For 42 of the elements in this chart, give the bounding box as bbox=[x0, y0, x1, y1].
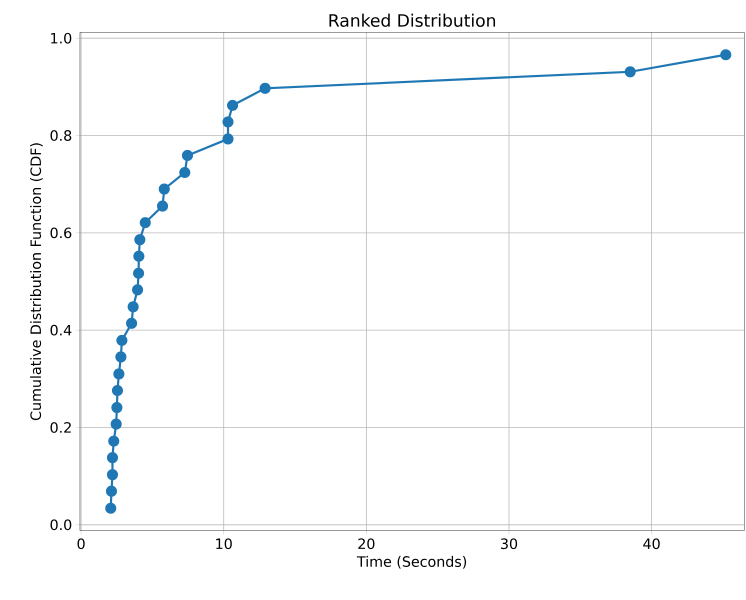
point bbox=[227, 100, 238, 112]
x-tick-label: 10 bbox=[216, 538, 232, 550]
point bbox=[108, 436, 120, 447]
point bbox=[134, 234, 146, 246]
y-tick-label: 0.8 bbox=[50, 130, 72, 142]
point bbox=[156, 200, 168, 212]
y-tick-label: 0.4 bbox=[50, 324, 72, 336]
point bbox=[111, 402, 122, 414]
point bbox=[158, 184, 170, 195]
y-axis-title: Cumulative Distribution Function (CDF) bbox=[30, 143, 43, 420]
point bbox=[112, 385, 124, 396]
point bbox=[133, 268, 144, 279]
point bbox=[126, 318, 138, 330]
point bbox=[110, 418, 122, 430]
point bbox=[179, 167, 190, 178]
point bbox=[260, 82, 271, 94]
y-tick-label: 1.0 bbox=[51, 33, 72, 44]
point bbox=[113, 368, 124, 380]
y-tick-label: 0.6 bbox=[50, 228, 72, 238]
point bbox=[128, 301, 139, 313]
x-axis-title: Time (Seconds) bbox=[356, 556, 466, 569]
x-tick-label: 20 bbox=[358, 538, 374, 550]
chart-title: Ranked Distribution bbox=[329, 14, 496, 28]
point bbox=[132, 284, 144, 296]
point bbox=[624, 66, 636, 78]
point bbox=[140, 217, 151, 228]
y-tick-label: 0.2 bbox=[50, 422, 71, 434]
x-tick-label: 0 bbox=[78, 538, 85, 550]
point bbox=[106, 486, 118, 497]
point bbox=[222, 116, 234, 128]
point bbox=[720, 49, 732, 60]
point bbox=[115, 352, 126, 363]
point bbox=[133, 250, 144, 262]
point bbox=[116, 335, 128, 346]
x-tick-label: 30 bbox=[501, 538, 518, 550]
point bbox=[222, 134, 234, 145]
y-tick-label: 0.0 bbox=[50, 520, 72, 530]
x-tick-label: 40 bbox=[643, 538, 660, 550]
point bbox=[182, 150, 194, 162]
point bbox=[106, 469, 118, 480]
point bbox=[105, 502, 116, 514]
point bbox=[106, 452, 118, 464]
